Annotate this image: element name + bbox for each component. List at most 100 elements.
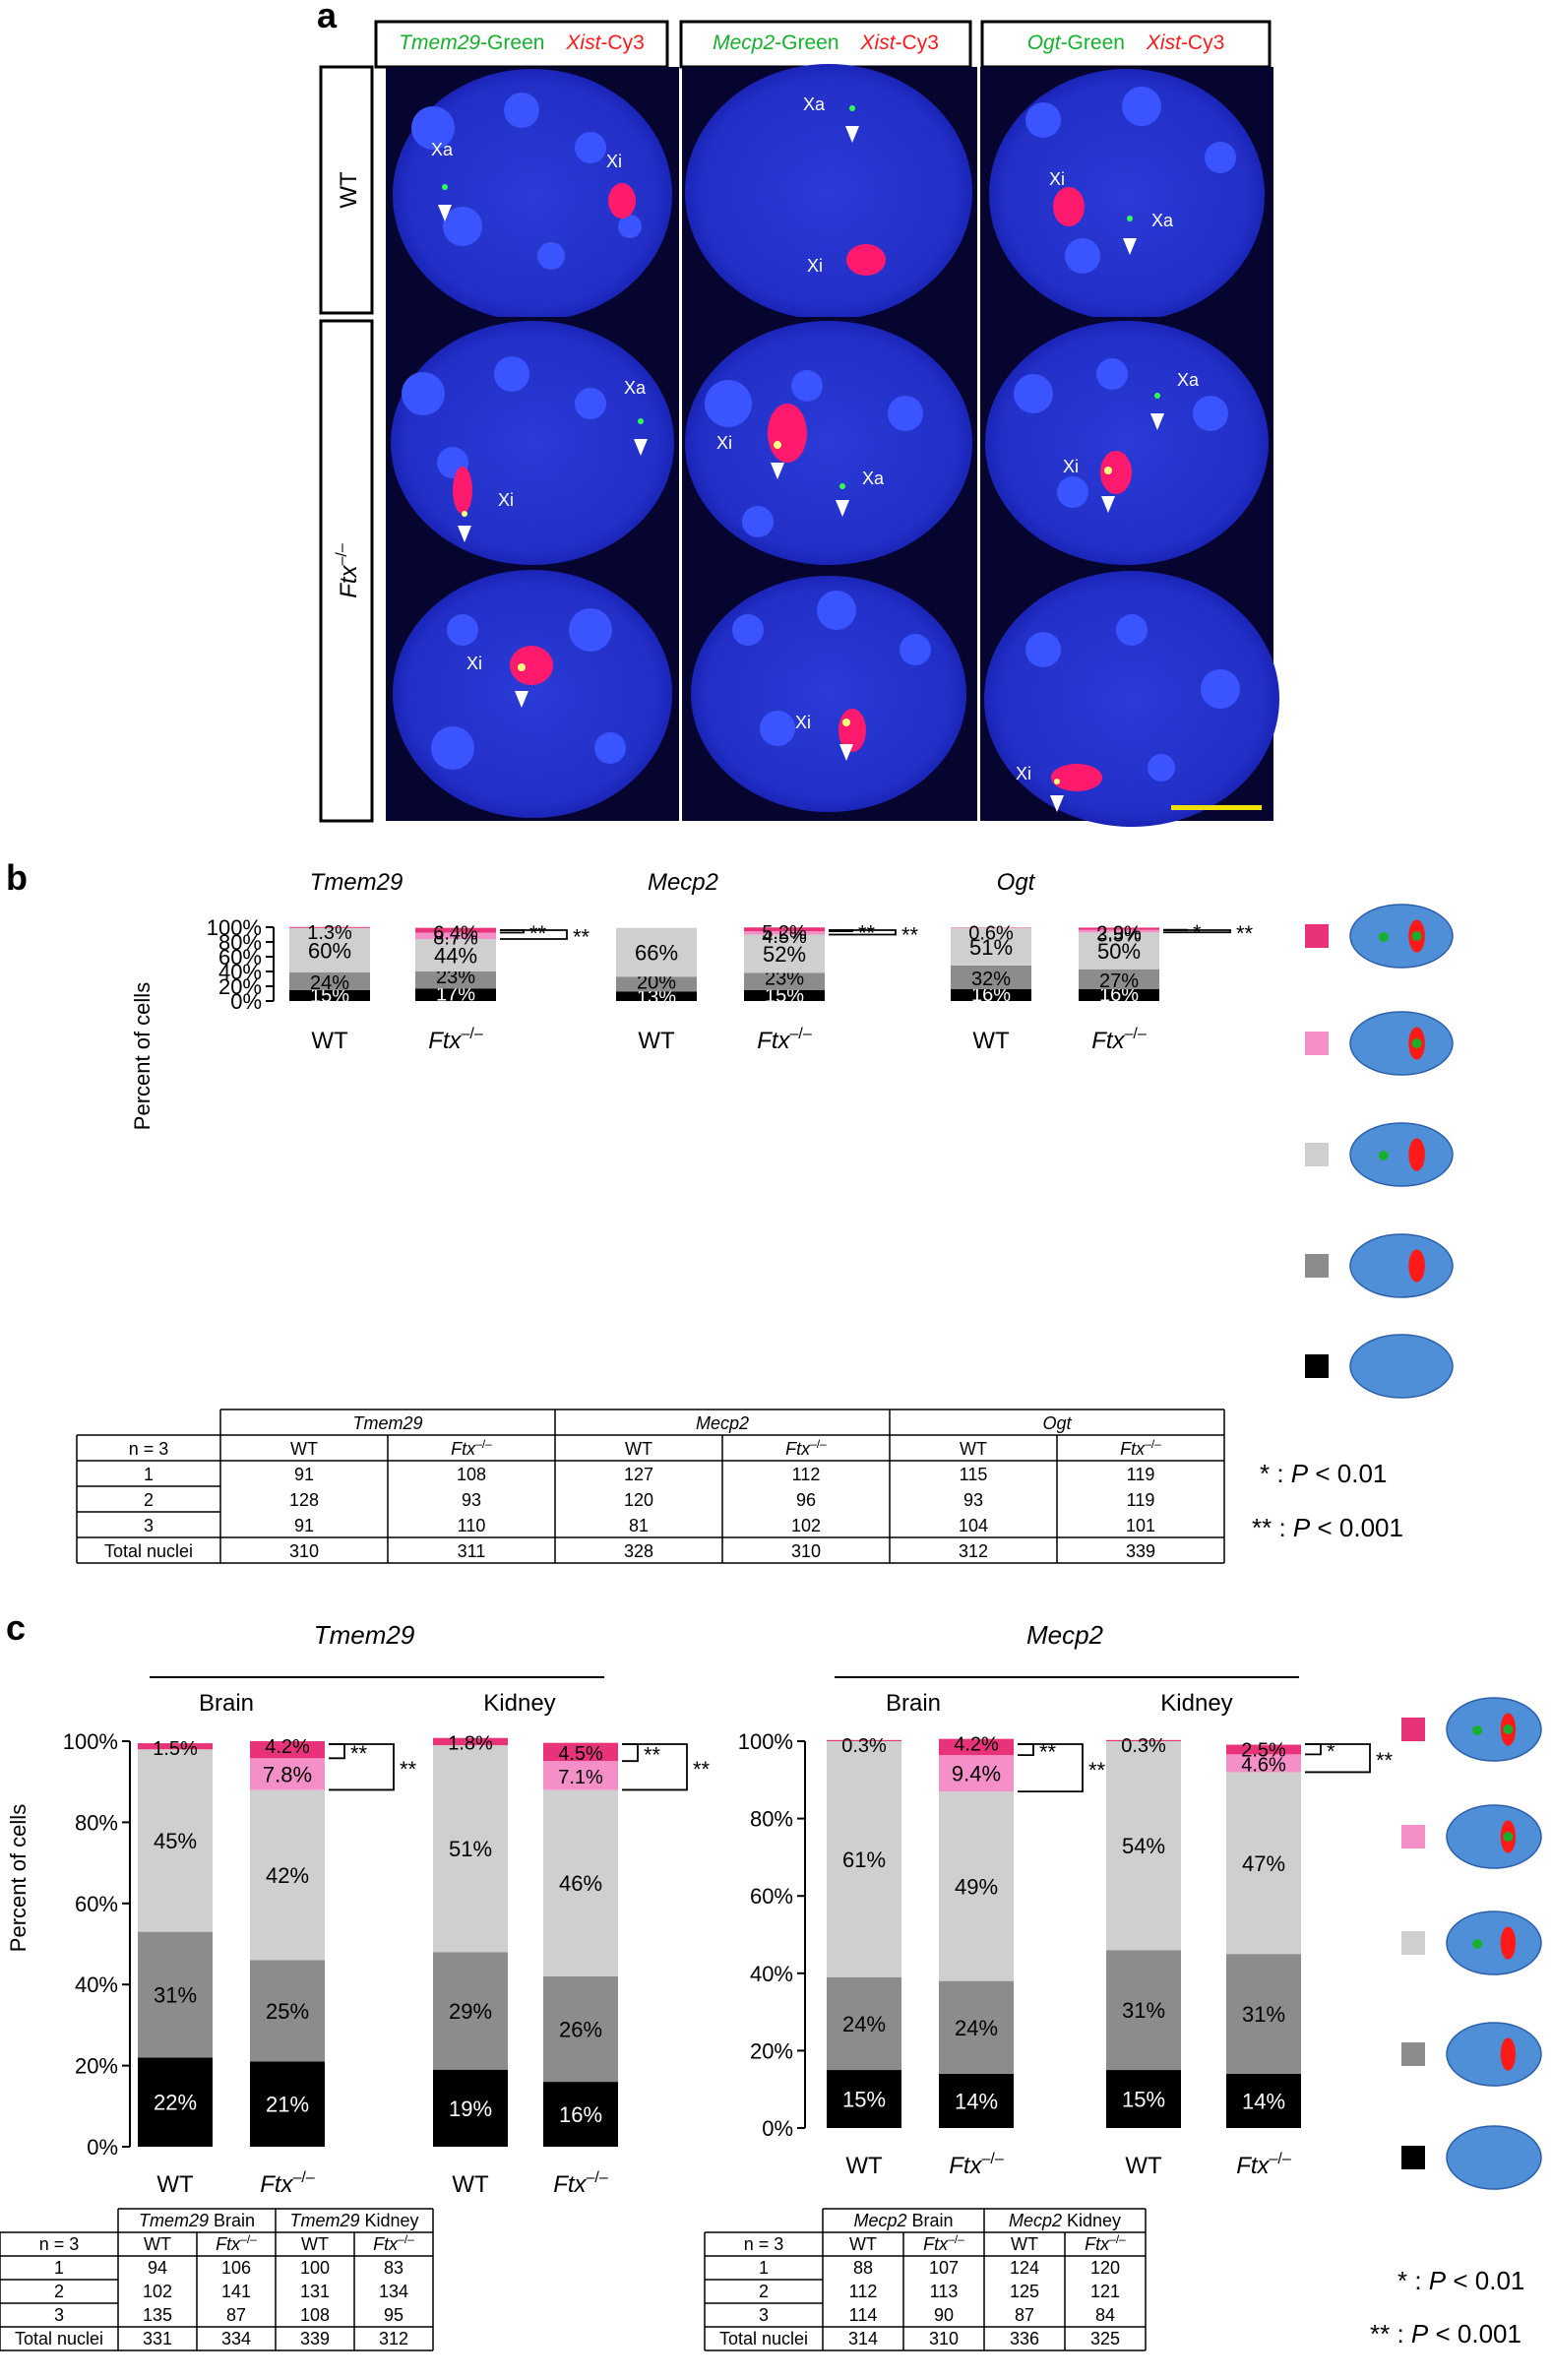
bar-segment [1079,927,1159,930]
stacked-chart-c-mecp2: 15% 24% 61% 0.3% WT 14% 24% 49% 9.4% 4.2% Ftx–/– 15… [827,1734,1394,2179]
table-sub-header: WT [849,2234,877,2254]
y-tick-label: 60% [750,1884,793,1909]
legend-overlap-spot [1503,1724,1514,1734]
bar-segment [1226,2073,1301,2128]
legend-overlap-spot [1411,1038,1422,1048]
bar-data-label: 4.2% [954,1734,999,1756]
bar-data-label: 60% [308,938,351,963]
table-row-label: 1 [759,2258,769,2278]
panel-c-gene-right: Mecp2 [1026,1620,1104,1650]
significance-bracket [1018,1743,1034,1757]
panel-c-charts: 22% 31% 45% 1.5% WT 21% 25% 42% 7.8% 4.2% Ftx–/– 19… [138,1733,1394,2198]
legend-swatch [1305,1143,1329,1166]
bar-data-label: 4.5% [558,1743,603,1765]
panel-c: c Tmem29 Mecp2 Brain Kidney Brain Kidney… [0,1607,1542,2351]
table-group-header: Tmem29 [352,1413,422,1433]
table-cell: 310 [791,1541,821,1561]
bar-data-label: 23% [436,967,475,988]
x-tick-label: WT [972,1028,1010,1054]
table-cell: 334 [221,2329,251,2349]
table-cell: 87 [226,2305,246,2325]
bar-data-label: 1.3% [307,922,352,944]
bar-data-label: 24% [310,972,349,994]
table-cell: 94 [148,2258,167,2278]
legend-swatch [1305,1354,1329,1378]
legend-nucleus-icon [1446,2022,1542,2087]
table-cell: 331 [143,2329,172,2349]
table-group-header: Mecp2 Brain [853,2211,953,2230]
table-sub-header: WT [301,2234,329,2254]
bar-data-label: 23% [765,969,804,990]
table-cell: 113 [930,2282,959,2301]
y-tick-label: 20% [218,974,262,999]
table-cell: 135 [143,2305,172,2325]
bar-data-label: 0.3% [1121,1735,1166,1757]
bar-data-label: 1.5% [153,1738,198,1760]
bar-data-label: 25% [266,1999,309,2024]
table-cell: 328 [624,1541,653,1561]
table-cell: 120 [1090,2258,1120,2278]
table-cell: 311 [458,1541,486,1561]
bar-data-label: 54% [1122,1834,1165,1858]
svg-text:Xa: Xa [1151,211,1174,230]
bar-segment [289,927,370,972]
table-cell: 112 [849,2282,878,2301]
bar-segment [289,989,370,1001]
panel-c-ylabel: Percent of cells [6,1804,31,1952]
legend-nucleus-icon [1446,1804,1542,1869]
svg-text:Xi: Xi [466,654,482,673]
panel-c-significance-2: ** : P < 0.001 [1370,2319,1521,2349]
bar-data-label: 24% [955,2016,998,2040]
bar-segment [616,991,697,1001]
row-header-wt: WT [319,65,374,315]
bar-segment [1079,989,1159,1001]
column-header-tmem29: Tmem29-Green Xist-Cy3 [374,20,669,69]
table-sub-header: Ftx–/– [923,2232,964,2254]
bar-segment [289,971,370,990]
bar-segment [433,1737,508,1746]
table-cell: 102 [791,1516,821,1535]
bar-segment [951,927,1031,966]
bar-segment [543,2082,618,2147]
legend-overlap-spot [1503,1832,1514,1842]
legend-xist-spot [1500,1926,1517,1960]
bar-data-label: 2.9% [1096,922,1142,944]
table-cell: 101 [1126,1516,1155,1535]
svg-text:Xa: Xa [431,140,454,159]
table-cell: 310 [929,2329,959,2349]
bar-data-label: 1.8% [448,1733,493,1755]
table-cell: 95 [384,2305,404,2325]
bar-segment [939,1755,1014,1792]
bar-data-label: 46% [559,1871,602,1896]
panel-c-brain-left: Brain [199,1690,254,1717]
table-row-label: 3 [54,2305,64,2325]
table-cell: 314 [848,2329,878,2349]
stacked-chart-tmem29: Tmem29 15%24% 60%1.3% WT 17%23%44%8.7%6.4% Ft… [289,869,590,1054]
legend-swatch [1305,1032,1329,1055]
x-tick-label: WT [638,1028,675,1054]
panel-b-table: Tmem29 Mecp2 Ogt n = 3 WT Ftx–/– WT Ftx–/– WT Ftx… [76,1409,1225,1564]
significance-label: ** [350,1741,368,1766]
significance-label: ** [573,925,590,950]
table-cell: 128 [289,1490,319,1510]
legend-nucleus-icon [1349,1233,1454,1298]
bar-segment [415,939,496,971]
bar-data-label: 31% [154,1983,197,2008]
legend-nucleus-icon [1349,1334,1454,1399]
panel-c-kidney-left: Kidney [483,1690,555,1717]
x-tick-label: WT [1125,2153,1162,2179]
y-tick-label: 40% [75,1973,118,1997]
micrograph-ftx1-tmem29: Xa Xi [386,317,679,567]
panel-c-table-right: Mecp2 Brain Mecp2 Kidney n = 3 WT Ftx–/– WT Ft… [704,2208,1147,2351]
bar-segment [939,1791,1014,1981]
table-sub-header: WT [960,1439,987,1459]
micrograph-ftx2-ogt: Xi [980,567,1279,827]
y-tick-label: 20% [75,2054,118,2079]
panel-c-y-axis-left: 0% 20% 40% 60% 80% 100% [63,1729,131,2160]
bar-segment [433,1745,508,1953]
significance-label: ** [901,922,919,947]
panel-b-y-axis: 0%20%40%60%80%100% [207,915,275,1014]
table-sub-header: Ftx–/– [785,1437,827,1459]
